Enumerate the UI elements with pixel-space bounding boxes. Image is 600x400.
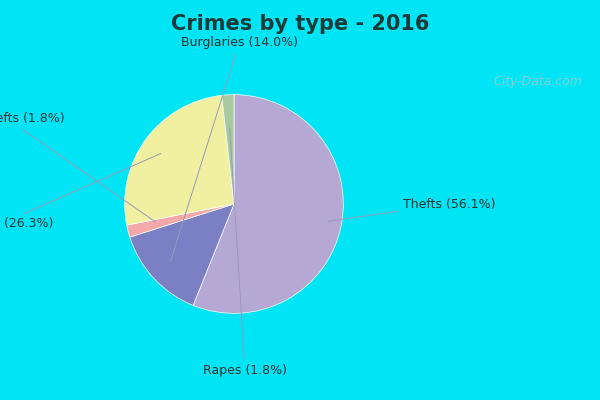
Text: Auto thefts (1.8%): Auto thefts (1.8%): [0, 112, 155, 222]
Wedge shape: [127, 204, 234, 237]
Wedge shape: [193, 95, 343, 313]
Wedge shape: [221, 95, 234, 204]
Text: Crimes by type - 2016: Crimes by type - 2016: [171, 14, 429, 34]
Text: Assaults (26.3%): Assaults (26.3%): [0, 154, 161, 230]
Text: Thefts (56.1%): Thefts (56.1%): [328, 198, 496, 221]
Wedge shape: [125, 95, 234, 225]
Text: Burglaries (14.0%): Burglaries (14.0%): [170, 36, 298, 261]
Text: City-Data.com: City-Data.com: [493, 75, 582, 88]
Wedge shape: [130, 204, 234, 306]
Text: Rapes (1.8%): Rapes (1.8%): [203, 128, 287, 377]
